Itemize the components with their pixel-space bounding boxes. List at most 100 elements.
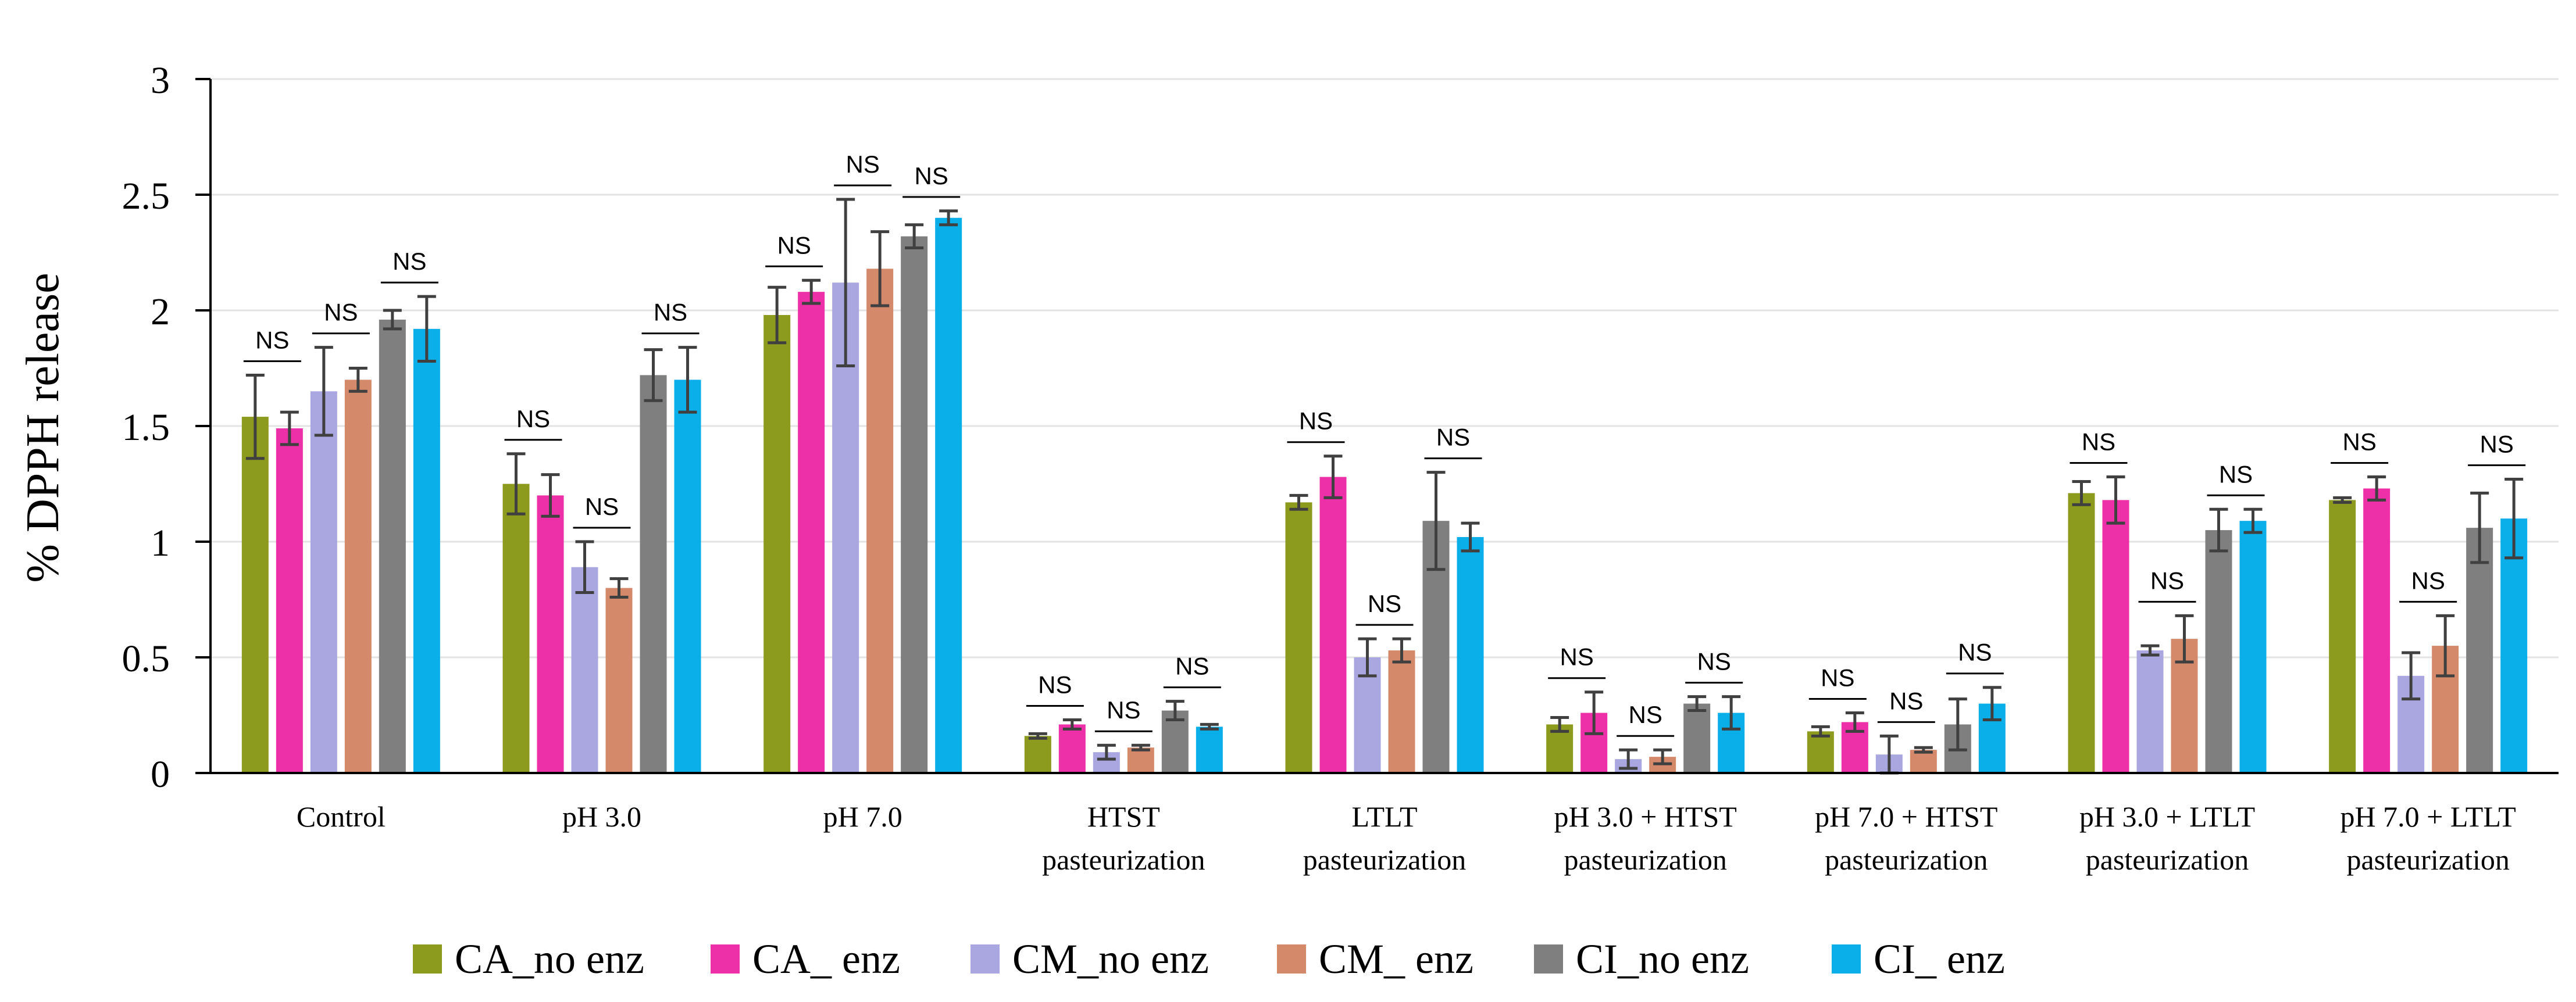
ns-label: NS [2150,567,2184,594]
legend-label: CI_no enz [1576,936,1749,982]
bar-cm-enz [605,588,633,773]
x-category-label: pH 3.0 + LTLT [2079,800,2255,833]
bar-cm-no-enz [571,567,598,773]
ns-label: NS [324,299,358,326]
x-category-label: Control [297,800,386,833]
ns-label: NS [1560,643,1593,671]
x-category-label: pasteurization [2346,843,2509,876]
bar-ca-enz [2102,500,2129,773]
y-tick-label: 0 [151,753,170,796]
x-category-label: pH 7.0 + LTLT [2340,800,2516,833]
ns-label: NS [777,231,811,259]
ns-label: NS [1889,687,1923,714]
ns-label: NS [1038,671,1072,698]
bar-ci-enz [1457,537,1484,773]
x-category-label: pH 3.0 [562,800,641,833]
ns-label: NS [1299,407,1333,435]
bar-cm-no-enz [2136,650,2164,773]
x-category-label: pasteurization [1564,843,1726,876]
bar-ci-enz [1196,727,1223,773]
legend-swatch [971,944,1000,974]
ns-label: NS [516,405,550,432]
x-category-label: pasteurization [1303,843,1466,876]
bar-ci-enz [935,217,962,773]
legend-swatch [1534,944,1563,974]
x-category-label: pH 3.0 + HTST [1554,800,1737,833]
bar-cm-enz [1127,747,1154,773]
bar-ci-no-enz [640,375,667,773]
y-tick-label: 2.5 [122,175,170,217]
ns-label: NS [1958,639,1992,666]
bar-ci-enz [2500,518,2528,773]
legend-swatch [1832,944,1861,974]
axes: 0 0.5 1 1.5 2 2.5 3 Control pH 3.0 pH 7.0 HTST past… [122,59,2559,876]
legend-label: CA_ enz [752,936,900,982]
legend-label: CI_ enz [1874,936,2005,982]
bar-ca-enz [537,495,564,773]
bar-ci-no-enz [2205,530,2232,773]
ns-label: NS [255,326,289,353]
x-category-label: pasteurization [2086,843,2249,876]
bar-ci-no-enz [379,319,406,773]
bar-ca-enz [1319,477,1347,773]
y-tick-label: 2 [151,291,170,333]
ns-label: NS [1697,648,1731,675]
bar-ca-enz [1058,724,1086,773]
x-category-label: pH 7.0 [823,800,902,833]
ns-label: NS [393,248,426,275]
bar-ci-enz [413,328,440,773]
ns-label: NS [1175,653,1209,680]
ns-label: NS [1436,424,1470,451]
bar-ci-no-enz [1683,703,1711,773]
bar-ci-enz [674,380,701,773]
x-category-label: pasteurization [1825,843,1988,876]
y-tick-label: 1.5 [122,406,170,449]
ns-label: NS [2342,428,2376,456]
bar-ci-no-enz [2466,528,2493,773]
ns-label: NS [2082,428,2115,456]
bar-ca-no-enz [502,484,530,773]
ns-label: NS [845,151,879,178]
ns-label: NS [585,493,619,520]
bar-ca-no-enz [2329,500,2356,773]
bar-cm-enz [866,269,894,773]
legend-label: CM_no enz [1012,936,1209,982]
ns-label: NS [2219,460,2253,488]
y-tick-label: 1 [151,522,170,564]
x-category-label: HTST [1087,800,1160,833]
ns-label: NS [1368,590,1401,617]
bar-ci-enz [2239,521,2267,773]
bar-ca-no-enz [763,314,791,773]
y-tick-label: 3 [151,59,170,102]
ns-label: NS [1107,696,1140,724]
legend-label: CA_no enz [455,936,644,982]
gridlines [210,78,2559,659]
bar-marks [241,217,2528,773]
legend: CA_no enz CA_ enz CM_no enz CM_ enz CI_no en… [413,936,2005,982]
error-bars [245,198,2524,775]
x-category-label: LTLT [1352,800,1418,833]
ns-label: NS [2479,431,2513,458]
bar-ca-enz [2363,488,2391,773]
y-axis-title: % DPPH release [17,273,69,582]
ns-annotations: NS NS NS NS NS NS NS NS NS NS NS NS NS NS NS NS NS NS NS NS… [243,151,2526,737]
ns-label: NS [654,299,687,326]
bar-ca-no-enz [1285,502,1312,773]
ns-label: NS [1628,701,1662,728]
bar-ca-no-enz [2068,493,2095,773]
bar-cm-enz [1388,650,1415,773]
ns-label: NS [914,162,948,189]
legend-label: CM_ enz [1319,936,1473,982]
bar-ca-enz [276,428,303,773]
x-category-label: pasteurization [1042,843,1205,876]
bar-ci-no-enz [901,236,928,773]
bar-cm-enz [1910,750,1937,773]
bar-cm-enz [344,380,372,773]
x-category-label: pH 7.0 + HTST [1815,800,1997,833]
ns-label: NS [2411,567,2445,594]
bar-ca-no-enz [241,417,269,773]
bar-ca-no-enz [1807,731,1834,773]
ns-label: NS [1821,664,1854,692]
legend-swatch [413,944,442,974]
